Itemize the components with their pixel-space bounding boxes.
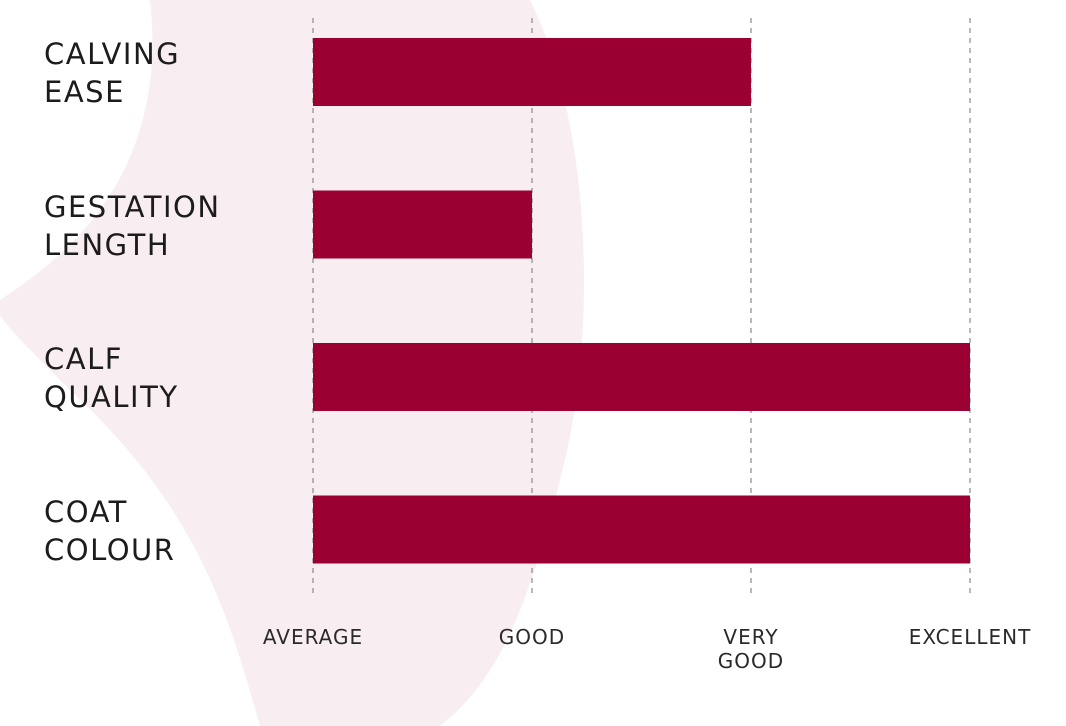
category-label: CALVING EASE <box>44 35 180 111</box>
category-label-line: QUALITY <box>44 380 179 414</box>
x-tick-label-line: GOOD <box>717 649 785 673</box>
x-tick-label-line: EXCELLENT <box>908 625 1032 649</box>
category-label-line: COLOUR <box>44 532 176 567</box>
x-tick-label: GOOD <box>432 625 632 649</box>
x-tick-label: AVERAGE <box>213 625 413 649</box>
x-tick-label-line: VERY <box>723 625 779 649</box>
bar <box>313 495 970 564</box>
category-label-line: CALVING <box>44 37 181 71</box>
category-label-line: GESTATION <box>44 189 221 224</box>
category-label-line: LENGTH <box>44 227 171 262</box>
x-tick-label: EXCELLENT <box>870 625 1066 649</box>
category-label: CALF QUALITY <box>44 340 179 416</box>
bar <box>313 190 532 259</box>
category-label: GESTATION LENGTH <box>44 188 221 264</box>
category-label: COAT COLOUR <box>44 493 175 569</box>
x-tick-label-line: GOOD <box>498 625 566 649</box>
category-label-line: COAT <box>44 494 128 529</box>
bars <box>313 38 970 564</box>
category-label-line: CALF <box>44 342 123 376</box>
x-tick-label-line: AVERAGE <box>262 625 364 649</box>
category-label-line: EASE <box>44 75 125 109</box>
bar <box>313 343 970 411</box>
x-tick-label: VERY GOOD <box>651 625 851 673</box>
bar <box>313 38 751 106</box>
